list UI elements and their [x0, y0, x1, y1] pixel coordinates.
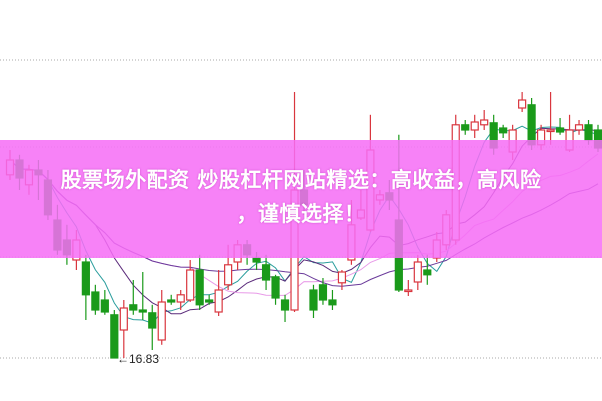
candle	[110, 310, 119, 359]
candle-body	[138, 309, 147, 313]
candle-body	[404, 289, 413, 293]
candle	[423, 254, 432, 285]
candle	[100, 290, 109, 315]
candle-body	[309, 289, 318, 311]
candle	[499, 124, 508, 138]
candle-body	[584, 124, 593, 141]
candle-body	[337, 271, 347, 284]
candle-body	[546, 129, 555, 133]
candle	[574, 120, 584, 135]
candle-body	[527, 104, 536, 146]
overlay-title-line1: 股票场外配资 炒股杠杆网站精选：高收益，高风险	[60, 168, 542, 192]
candle	[470, 114, 479, 138]
candle	[176, 290, 185, 310]
candle	[337, 270, 347, 290]
candle	[186, 260, 195, 302]
candle	[81, 254, 90, 320]
candle-body	[195, 269, 204, 306]
candle-body	[129, 304, 138, 311]
candle	[195, 254, 204, 310]
overlay-title: 股票场外配资 炒股杠杆网站精选：高收益，高风险 ，谨慎选择！	[0, 163, 602, 231]
candle-body	[499, 127, 508, 134]
candle-body	[205, 299, 214, 303]
candle-body	[271, 276, 280, 299]
candle-body	[157, 301, 166, 341]
candle	[271, 274, 280, 305]
candle	[480, 110, 489, 130]
candle	[518, 92, 527, 112]
candle	[328, 290, 337, 310]
candle-body	[461, 124, 470, 131]
candle	[413, 254, 422, 290]
candle	[157, 290, 166, 345]
candle	[167, 294, 176, 305]
candle-body	[81, 261, 90, 296]
candle-body	[148, 312, 157, 329]
candle	[148, 304, 157, 350]
candle-body	[480, 119, 489, 126]
candle	[129, 280, 138, 315]
candle-body	[423, 269, 432, 276]
candle	[214, 270, 223, 316]
candle-body	[100, 299, 109, 313]
candle-body	[252, 257, 261, 263]
candle-body	[214, 289, 223, 313]
candle	[138, 272, 147, 320]
candle-body	[574, 124, 584, 131]
overlay-title-line2: ，谨慎选择！	[236, 202, 366, 226]
candle	[546, 92, 555, 145]
candle	[91, 284, 100, 315]
candle-body	[280, 299, 290, 311]
candle-body	[318, 284, 328, 301]
candle	[555, 118, 565, 135]
candle	[318, 278, 328, 305]
candle-body	[470, 121, 479, 131]
candle-body	[328, 299, 337, 306]
candle-body	[555, 127, 565, 133]
candle-body	[91, 291, 100, 311]
candle-body	[518, 99, 527, 109]
candle-body	[167, 299, 176, 303]
candle-body	[186, 269, 195, 301]
candle	[461, 120, 470, 135]
overlay-banner	[0, 140, 602, 258]
candle-body	[119, 307, 128, 331]
candle	[261, 254, 271, 290]
low-price-marker: ←16.83	[117, 352, 160, 366]
candle	[119, 300, 128, 358]
candle	[309, 284, 318, 318]
candle-body	[413, 261, 422, 283]
candle	[280, 294, 290, 322]
candle	[205, 294, 214, 305]
candle-body	[224, 264, 233, 286]
candle	[404, 280, 413, 296]
candle-body	[176, 294, 185, 303]
candle-body	[261, 264, 271, 281]
candle-body	[110, 314, 119, 359]
